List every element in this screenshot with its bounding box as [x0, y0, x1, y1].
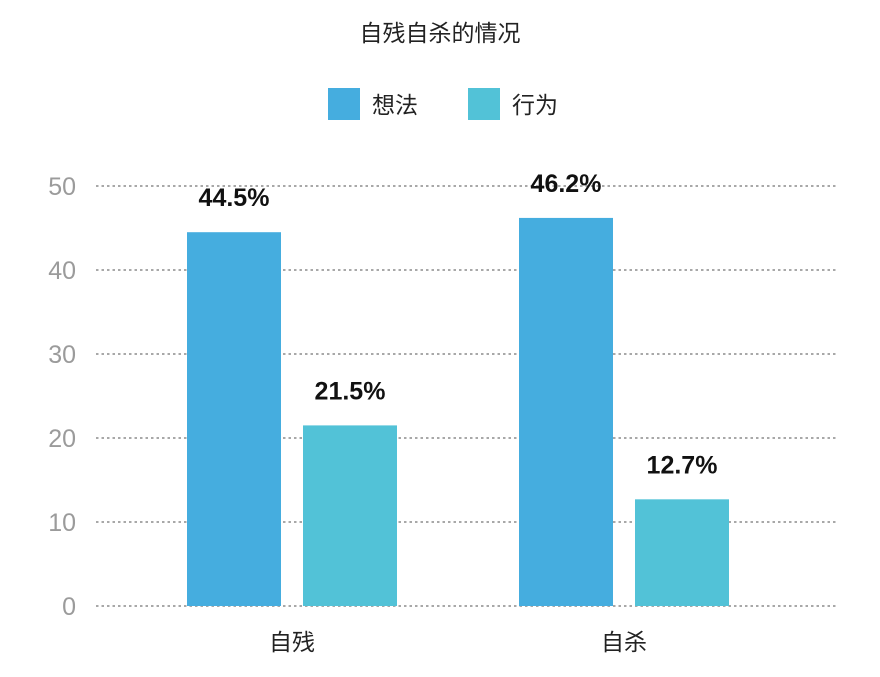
legend: 想法 行为: [328, 88, 558, 120]
y-tick-label: 50: [48, 173, 76, 201]
bar-自杀-想法: [519, 217, 613, 607]
bar-自残-想法: [187, 232, 281, 606]
y-tick-label: 40: [48, 257, 76, 285]
x-tick-label: 自杀: [601, 630, 647, 656]
data-labels: 44.5% 21.5% 46.2% 12.7%: [199, 170, 718, 479]
y-tick-label: 30: [48, 341, 76, 369]
data-label: 44.5%: [199, 184, 270, 212]
data-label: 21.5%: [315, 377, 386, 405]
legend-swatch-0: [328, 88, 360, 120]
data-label: 12.7%: [647, 451, 718, 479]
chart-title: 自残自杀的情况: [360, 21, 521, 47]
y-tick-label: 0: [62, 593, 76, 621]
data-label: 46.2%: [531, 170, 602, 198]
legend-label-0: 想法: [372, 93, 418, 119]
y-tick-label: 20: [48, 425, 76, 453]
y-axis-ticks: 0 10 20 30 40 50: [48, 173, 76, 621]
legend-label-1: 行为: [512, 93, 558, 119]
bar-自残-行为: [303, 425, 397, 606]
y-tick-label: 10: [48, 509, 76, 537]
x-axis-ticks: 自残 自杀: [269, 630, 647, 656]
bar-自杀-行为: [635, 499, 729, 606]
x-tick-label: 自残: [269, 630, 315, 656]
bars: [187, 217, 729, 607]
legend-swatch-1: [468, 88, 500, 120]
